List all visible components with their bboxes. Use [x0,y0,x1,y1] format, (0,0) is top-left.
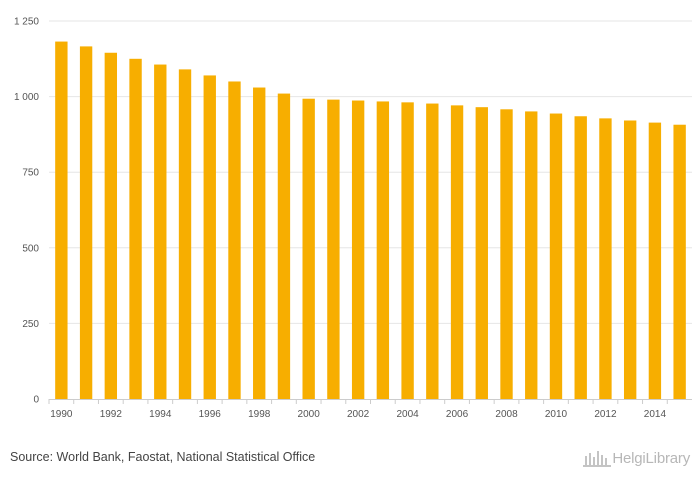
bar-1997 [228,81,241,399]
logo-text: HelgiLibrary [612,449,690,467]
bar-1996 [203,75,216,399]
bar-2001 [327,99,340,400]
bar-2008 [500,109,513,400]
bar-2006 [450,105,464,399]
bar-1994 [154,64,167,400]
bars [55,41,686,400]
bar-2005 [426,103,439,399]
y-tick-label: 0 [33,395,39,406]
bar-2000 [302,98,315,399]
bar-2007 [475,107,488,400]
bar-1990 [55,41,68,399]
axes [48,399,692,404]
x-tick-label: 2010 [545,409,568,420]
bar-2009 [525,111,538,399]
bar-1999 [277,93,291,400]
helgi-library-logo: HelgiLibrary [582,448,690,468]
x-tick-label: 2000 [298,409,321,420]
y-tick-label: 250 [22,319,39,330]
y-tick-label: 1 000 [14,92,39,103]
x-tick-label: 2004 [396,409,419,420]
x-tick-label: 1990 [50,409,73,420]
source-note: Source: World Bank, Faostat, National St… [10,450,316,464]
bar-2013 [623,120,637,400]
x-tick-label: 2006 [446,409,469,420]
x-tick-label: 2014 [644,409,667,420]
x-tick-labels: 1990 1992 1994 1996 1998 2000 2002 2004 2006 2008… [50,409,666,420]
x-tick-label: 1992 [100,409,123,420]
bar-2004 [401,102,414,400]
y-tick-label: 750 [22,168,39,179]
y-tick-label: 1 250 [14,17,39,28]
x-tick-label: 2002 [347,409,370,420]
y-tick-labels: 0 250 500 750 1 000 1 250 [14,17,39,406]
x-tick-label: 1996 [199,409,222,420]
bar-1998 [253,87,266,399]
bar-2011 [574,116,587,400]
bar-2015 [673,124,686,399]
gridlines [49,20,692,324]
x-tick-label: 2012 [594,409,617,420]
y-tick-label: 500 [22,243,39,254]
bar-2003 [376,101,390,399]
bar-1993 [129,58,142,400]
bar-2012 [599,118,612,399]
bar-1992 [104,52,118,399]
x-tick-label: 1998 [248,409,271,420]
x-tick-label: 1994 [149,409,172,420]
library-building-icon [583,451,612,467]
x-tick-label: 2008 [495,409,518,420]
bar-2014 [648,122,662,400]
bar-2010 [549,113,563,400]
bar-1991 [79,46,93,399]
bar-2002 [351,100,365,400]
bar-1995 [178,69,192,399]
